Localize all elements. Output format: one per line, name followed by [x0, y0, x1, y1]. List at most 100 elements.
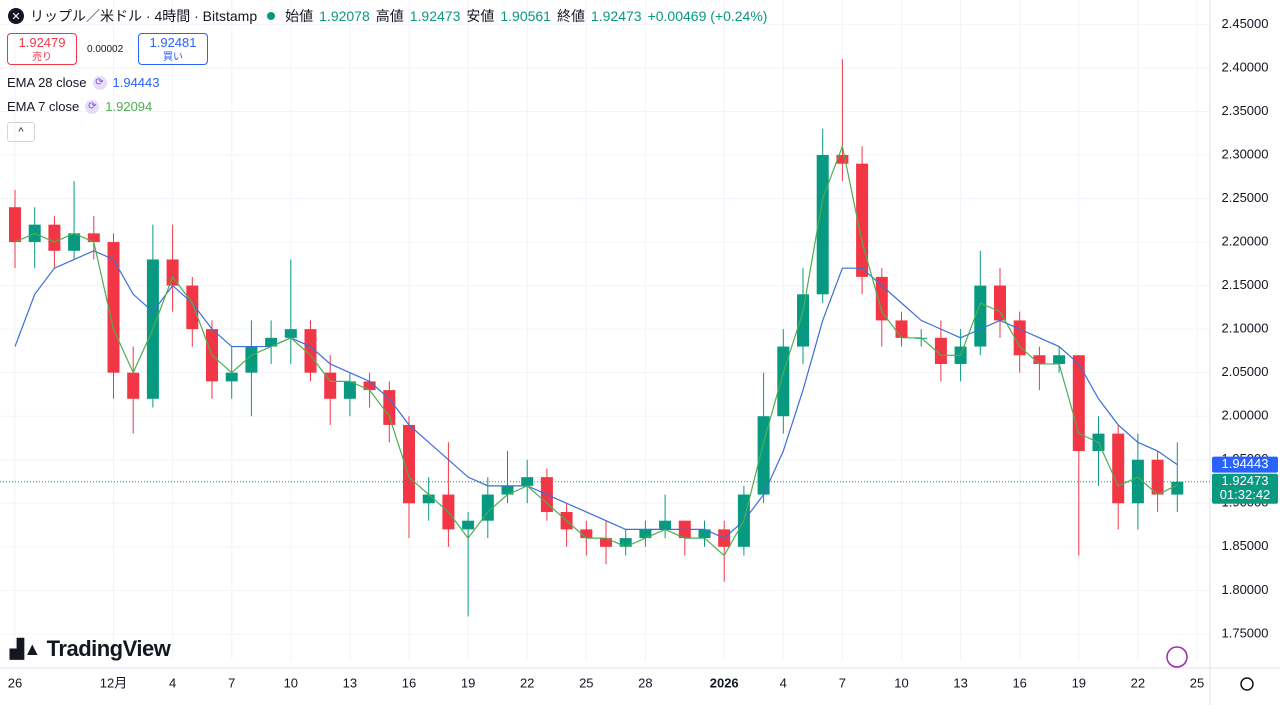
x-tick-label: 22: [520, 675, 534, 690]
ohlc-label: 高値: [375, 8, 404, 24]
buy-button[interactable]: 1.92481 買い: [138, 33, 208, 65]
y-tick-label: 2.05000: [1222, 364, 1269, 379]
ohlc-value: 1.92078: [319, 8, 370, 24]
candle-body: [1033, 355, 1046, 364]
settings-icon: [1240, 677, 1254, 691]
y-tick-label: 2.15000: [1222, 277, 1269, 292]
candle-body: [87, 233, 100, 243]
candle-body: [600, 538, 612, 547]
collapse-button[interactable]: ^: [7, 122, 35, 142]
alert-icon: [1166, 646, 1188, 668]
header: ✕ リップル／米ドル · 4時間 · Bitstamp 始値 1.92078 高値…: [8, 6, 767, 26]
x-tick-label: 2026: [710, 675, 739, 690]
price-tag-bg: [1212, 473, 1278, 504]
ohlc-label: 安値: [466, 8, 495, 24]
ema-line: [14, 144, 1178, 557]
candle-body: [403, 424, 415, 504]
candle-body: [501, 485, 514, 495]
x-tick-label: 16: [402, 675, 416, 690]
candle-body: [422, 494, 435, 504]
candle-body: [107, 242, 120, 373]
symbol-title[interactable]: リップル／米ドル · 4時間 · Bitstamp: [30, 8, 258, 24]
logo-text: TradingView: [46, 636, 171, 661]
candle-body: [324, 372, 337, 399]
legend-item[interactable]: EMA 28 close ⟳ 1.94443: [7, 75, 160, 90]
candle-body: [127, 372, 140, 399]
ema-line: [14, 250, 1178, 539]
y-tick-label: 1.75000: [1222, 625, 1269, 640]
ohlc-label: 終値: [556, 8, 585, 24]
symbol-icon: ✕: [8, 8, 24, 24]
x-tick-label: 22: [1131, 675, 1145, 690]
candle-body: [836, 154, 849, 164]
x-tick-label: 10: [284, 675, 298, 690]
y-tick-label: 2.45000: [1222, 16, 1269, 31]
candle-body: [304, 329, 317, 373]
buy-price: 1.92481: [149, 35, 197, 50]
candle-body: [580, 529, 593, 539]
x-tick-label: 13: [953, 675, 967, 690]
x-tick-label: 7: [839, 675, 846, 690]
candle-body: [619, 538, 632, 547]
candle-body: [1013, 320, 1026, 356]
buy-label: 買い: [163, 52, 183, 63]
x-tick-label: 25: [579, 675, 593, 690]
change: +0.00469 (+0.24%): [647, 8, 768, 24]
x-tick-label: 4: [169, 675, 176, 690]
candle-body: [166, 259, 179, 286]
sell-label: 売り: [32, 52, 52, 63]
candle-body: [48, 224, 61, 251]
x-tick-label: 4: [780, 675, 787, 690]
legend-value: 1.94443: [112, 75, 160, 90]
y-tick-label: 2.10000: [1222, 321, 1269, 336]
x-tick-label: 19: [1072, 675, 1086, 690]
status-dot: [267, 12, 276, 20]
logo: ▟▲ TradingView: [10, 636, 171, 662]
legend-icon: ⟳: [92, 75, 107, 90]
y-tick-label: 2.25000: [1222, 190, 1269, 205]
sell-price: 1.92479: [18, 35, 66, 50]
legend-name: EMA 28 close: [7, 75, 87, 90]
x-tick-label: 28: [638, 675, 652, 690]
y-tick-label: 1.85000: [1222, 538, 1269, 553]
candle-body: [974, 285, 987, 347]
legend-item[interactable]: EMA 7 close ⟳ 1.92094: [7, 99, 152, 114]
candle-body: [245, 346, 258, 373]
candle-body: [343, 381, 356, 399]
ohlc-label: 始値: [285, 8, 314, 24]
price-tag-bg: [1212, 456, 1278, 473]
candle-body: [265, 337, 278, 347]
x-tick-label: 16: [1012, 675, 1026, 690]
candle-body: [757, 416, 770, 495]
x-tick-label: 25: [1190, 675, 1204, 690]
legend-icon: ⟳: [85, 99, 100, 114]
legend-name: EMA 7 close: [7, 99, 80, 114]
y-tick-label: 1.80000: [1222, 582, 1269, 597]
sell-button[interactable]: 1.92479 売り: [7, 33, 77, 65]
y-tick-label: 2.30000: [1222, 146, 1269, 161]
x-tick-label: 12月: [100, 675, 127, 690]
x-tick-label: 26: [8, 675, 22, 690]
spread: 0.00002: [87, 44, 124, 55]
x-tick-label: 13: [343, 675, 357, 690]
candle-body: [284, 329, 297, 338]
y-tick-label: 2.20000: [1222, 233, 1269, 248]
candle-body: [68, 233, 81, 251]
candle-body: [225, 372, 238, 382]
candle-body: [462, 520, 475, 530]
y-tick-label: 2.40000: [1222, 59, 1269, 74]
logo-icon: ▟▲: [10, 638, 41, 659]
legend-value: 1.92094: [105, 99, 153, 114]
candle-body: [698, 529, 711, 539]
candle-body: [1171, 481, 1184, 495]
candle-body: [659, 520, 672, 530]
candle-body: [895, 320, 908, 338]
price-tag: 1.94443: [1212, 456, 1278, 473]
price-tag-label: 1.94443: [1222, 456, 1269, 471]
candle-body: [777, 346, 790, 417]
candle-body: [797, 294, 809, 347]
price-tag-sublabel: 01:32:42: [1220, 487, 1271, 502]
